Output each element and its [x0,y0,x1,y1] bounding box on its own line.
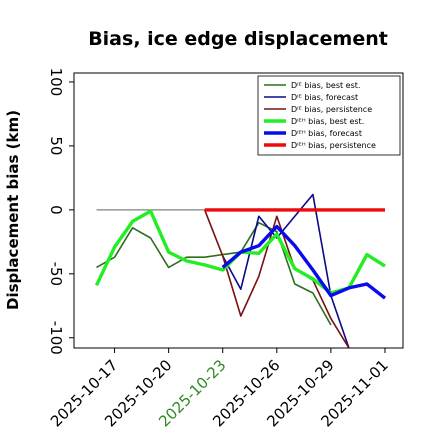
legend-label-3: Dᴵᴱ bias, persistence [291,105,372,114]
series-line-1 [96,221,332,326]
x-axis: 2025-10-172025-10-202025-10-232025-10-26… [47,348,392,430]
series-layer [94,193,387,348]
y-tick-label: 50 [47,136,65,155]
y-tick-label: 0 [47,205,65,215]
series-line-2 [221,193,350,348]
legend-label-6: Dᴵᴱᴴ bias, persistence [291,141,376,150]
legend-label-4: Dᴵᴱᴴ bias, best est. [291,117,364,126]
series-line-3 [203,209,350,348]
plot-frame [73,72,404,349]
legend-label-2: Dᴵᴱ bias, forecast [291,93,358,102]
y-axis-label: Displacement bias (km) [4,110,22,310]
legend-label-1: Dᴵᴱ bias, best est. [291,81,360,90]
y-tick-label: -50 [47,262,65,287]
y-tick-label: -100 [47,321,65,355]
chart-title: Bias, ice edge displacement [88,28,388,50]
y-tick-label: 100 [47,68,65,97]
series-line-5 [221,224,387,300]
y-axis: 100 50 0 -50 -100 [47,68,74,355]
legend: Dᴵᴱ bias, best est. Dᴵᴱ bias, forecast Dᴵᴱ… [257,75,401,156]
legend-box [257,75,401,156]
legend-label-5: Dᴵᴱᴴ bias, forecast [291,129,362,138]
